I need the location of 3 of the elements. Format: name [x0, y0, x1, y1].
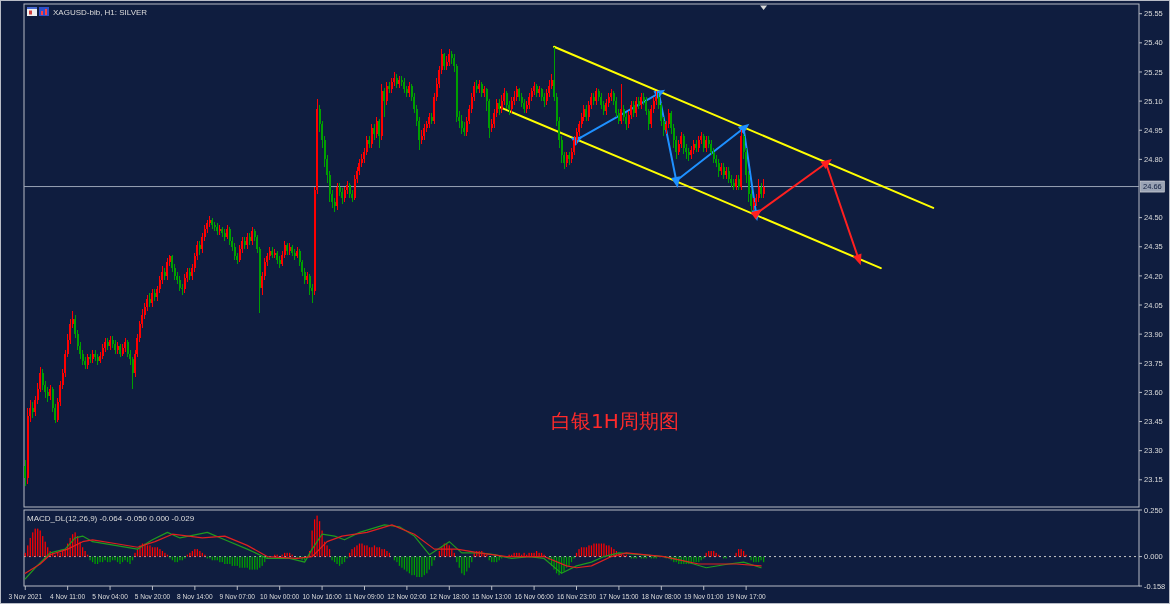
annotation: 白银1H周期图	[551, 409, 679, 434]
text: XAGUSD-bib, H1: SILVER	[53, 8, 148, 17]
text: MACD_DL(12,26,9) -0.064 -0.050 0.000 -0.029	[27, 514, 195, 523]
